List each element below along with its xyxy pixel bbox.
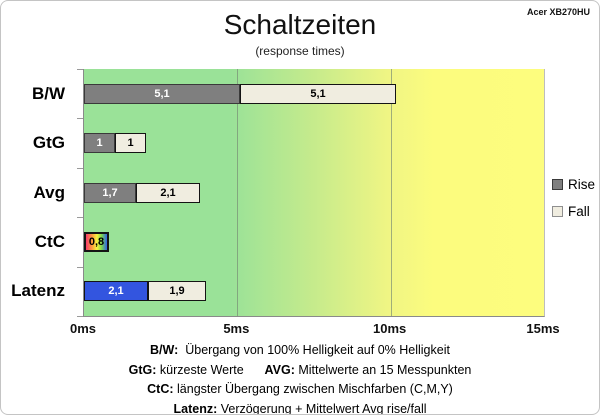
category-labels: B/W GtG Avg CtC Latenz	[1, 69, 69, 316]
footer-notes: B/W: Übergang von 100% Helligkeit auf 0%…	[1, 341, 599, 415]
bar-segment-rise: 5,1	[84, 83, 240, 104]
legend-label-rise: Rise	[568, 177, 596, 192]
category-label-latenz: Latenz	[11, 281, 65, 301]
footer-note-ctc: CtC: längster Übergang zwischen Mischfar…	[147, 382, 453, 396]
chart-title: Schaltzeiten	[223, 9, 377, 40]
y-tick	[77, 267, 83, 268]
category-label-avg: Avg	[33, 182, 66, 202]
bar-segment-rainbow: 0,8	[84, 231, 109, 252]
bar-segment-fall: 2,1	[136, 182, 200, 203]
footer-note-latenz: Latenz: Verzögerung + Mittelwert Avg ris…	[173, 401, 427, 415]
bar-segment-rise: 1	[84, 133, 115, 154]
rise-swatch-icon	[552, 179, 563, 190]
chart-header: Schaltzeiten (response times)	[1, 9, 599, 58]
y-axis-ticks	[77, 69, 83, 317]
chart-subtitle: (response times)	[255, 44, 345, 58]
legend-item-rise: Rise	[552, 177, 595, 192]
gridline-5ms	[237, 69, 239, 316]
category-label-ctc: CtC	[34, 231, 65, 251]
y-tick	[77, 316, 83, 317]
bar-segment-fall: 1,9	[148, 281, 206, 302]
bar-segment-fall: 1	[115, 133, 146, 154]
y-tick	[77, 217, 83, 218]
plot-area: 5,1 5,1 1 1 1,7 2,1 0,8 2,1 1,9	[83, 69, 545, 317]
category-label-bw: B/W	[31, 83, 65, 103]
bar-segment-fall: 5,1	[240, 83, 396, 104]
y-tick	[77, 168, 83, 169]
x-tick-label-10ms: 10ms	[373, 321, 407, 336]
footer-note-bw: B/W: Übergang von 100% Helligkeit auf 0%…	[150, 343, 450, 357]
gridline-10ms	[390, 69, 392, 316]
y-tick	[77, 69, 83, 70]
x-tick-label-0ms: 0ms	[69, 321, 97, 336]
bar-row-ctc: 0,8	[84, 231, 109, 252]
x-tick-label-5ms: 5ms	[223, 321, 250, 336]
bar-segment-latency: 2,1	[84, 281, 148, 302]
legend: Rise Fall	[552, 177, 595, 231]
bar-row-avg: 1,7 2,1	[84, 182, 200, 203]
category-label-gtg: GtG	[32, 133, 65, 153]
fall-swatch-icon	[552, 206, 563, 217]
bar-row-bw: 5,1 5,1	[84, 83, 396, 104]
bar-row-latenz: 2,1 1,9	[84, 281, 206, 302]
x-tick-label-15ms: 15ms	[526, 321, 560, 336]
bar-segment-rise: 1,7	[84, 182, 136, 203]
legend-label-fall: Fall	[568, 204, 590, 219]
y-tick	[77, 118, 83, 119]
x-axis-labels: 0ms 5ms 10ms 15ms	[70, 321, 560, 337]
legend-item-fall: Fall	[552, 204, 595, 219]
device-model-label: Acer XB270HU	[526, 7, 590, 17]
footer-note-gtg-avg: GtG: kürzeste Werte AVG: Mittelwerte an …	[128, 362, 472, 377]
